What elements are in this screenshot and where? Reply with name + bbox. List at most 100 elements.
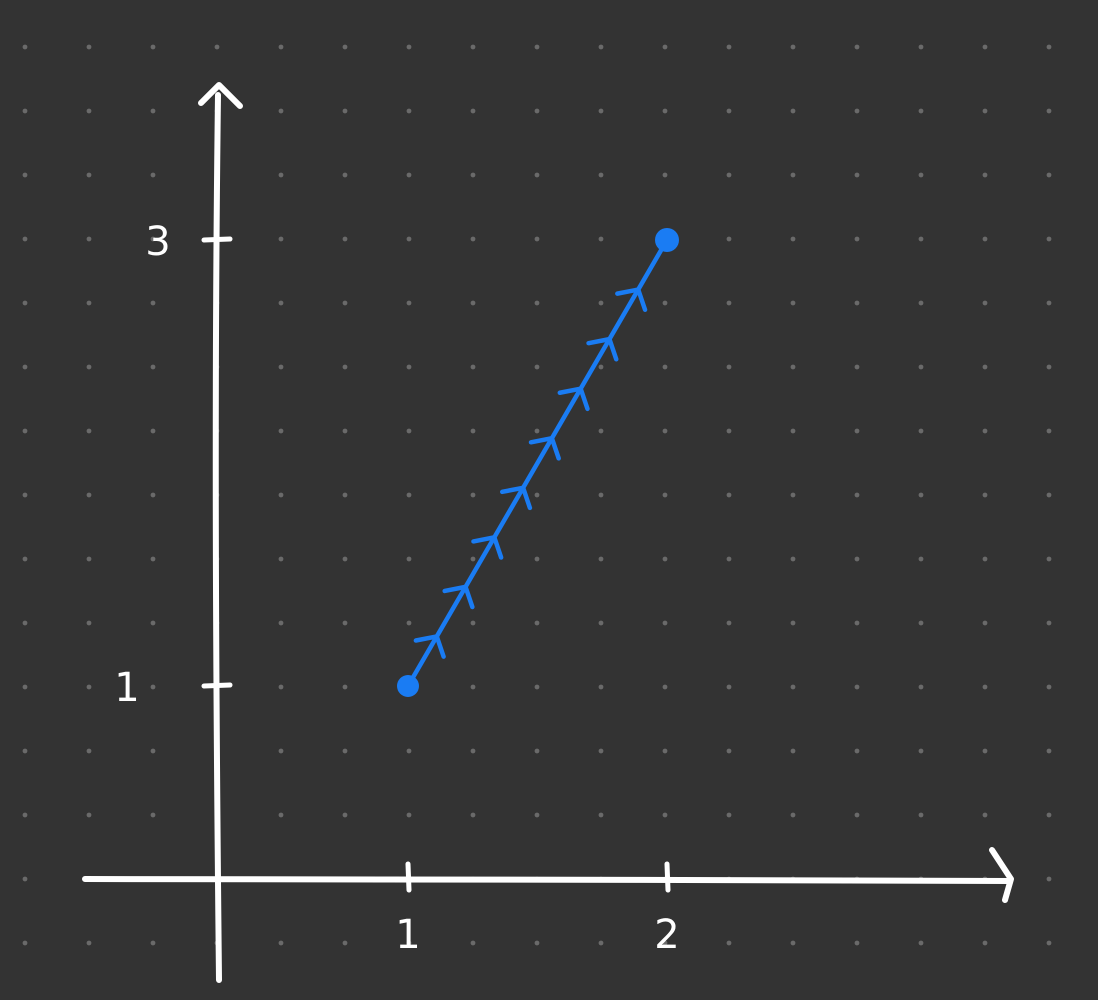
grid-dot: [470, 620, 476, 626]
grid-dot: [982, 620, 988, 626]
grid-dot: [1046, 172, 1052, 178]
grid-dot: [534, 108, 540, 114]
grid-dot: [726, 620, 732, 626]
grid-dot: [86, 300, 92, 306]
grid-dot: [790, 300, 796, 306]
grid-dot: [918, 428, 924, 434]
grid-dot: [726, 684, 732, 690]
grid-dot: [278, 748, 284, 754]
grid-dot: [662, 620, 668, 626]
grid-dot: [342, 44, 348, 50]
grid-dot: [470, 428, 476, 434]
grid-dot: [150, 236, 156, 242]
grid-dot: [726, 44, 732, 50]
grid-dot: [918, 236, 924, 242]
grid-dot: [790, 684, 796, 690]
grid-dot: [278, 44, 284, 50]
grid-dot: [406, 428, 412, 434]
grid-dot: [86, 940, 92, 946]
grid-dot: [790, 364, 796, 370]
grid-dot: [726, 748, 732, 754]
grid-dot: [662, 172, 668, 178]
grid-dot: [662, 44, 668, 50]
grid-dot: [662, 684, 668, 690]
grid-dot: [854, 812, 860, 818]
grid-dot: [1046, 44, 1052, 50]
grid-dot: [854, 620, 860, 626]
grid-dot: [150, 108, 156, 114]
grid-dot: [22, 940, 28, 946]
grid-dot: [982, 300, 988, 306]
grid-dot: [598, 812, 604, 818]
grid-dot: [86, 556, 92, 562]
grid-dot: [662, 556, 668, 562]
grid-dot: [790, 748, 796, 754]
grid-dot: [598, 236, 604, 242]
grid-dot: [534, 428, 540, 434]
grid-dot: [854, 300, 860, 306]
grid-dot: [598, 556, 604, 562]
grid-dot: [342, 556, 348, 562]
direction-arrow: [413, 634, 446, 659]
grid-dot: [534, 44, 540, 50]
grid-dot: [150, 620, 156, 626]
grid-dot: [598, 108, 604, 114]
grid-dot: [534, 748, 540, 754]
grid-dot: [534, 940, 540, 946]
grid-dot: [534, 172, 540, 178]
grid-dot: [22, 748, 28, 754]
grid-dot: [278, 428, 284, 434]
grid-dot: [854, 44, 860, 50]
grid-dot: [918, 940, 924, 946]
grid-dot: [86, 684, 92, 690]
grid-dot: [982, 940, 988, 946]
grid-dot: [278, 172, 284, 178]
grid-dot: [1046, 876, 1052, 882]
grid-dot: [150, 44, 156, 50]
grid-dot: [1046, 748, 1052, 754]
grid-dot: [470, 492, 476, 498]
x-axis-arrowhead: [989, 847, 1014, 903]
grid-dot: [406, 940, 412, 946]
grid-dot: [534, 492, 540, 498]
grid-dot: [726, 556, 732, 562]
grid-dot: [598, 620, 604, 626]
direction-arrow: [499, 485, 533, 511]
grid-dot: [918, 556, 924, 562]
grid-dot: [406, 236, 412, 242]
grid-dot: [918, 684, 924, 690]
x-tick-label: 2: [654, 912, 679, 958]
grid-dot: [22, 492, 28, 498]
grid-dot: [278, 236, 284, 242]
grid-dot: [342, 620, 348, 626]
grid-dot: [790, 940, 796, 946]
grid-dot: [342, 236, 348, 242]
grid-dot: [150, 300, 156, 306]
grid-dot: [150, 748, 156, 754]
grid-dot: [406, 108, 412, 114]
grid-dot: [918, 300, 924, 306]
grid-dot: [790, 236, 796, 242]
grid-dot: [918, 748, 924, 754]
grid-dot: [470, 748, 476, 754]
grid-dot: [982, 44, 988, 50]
grid-dot: [22, 364, 28, 370]
grid-dot: [598, 684, 604, 690]
grid-dot: [982, 556, 988, 562]
grid-dot: [854, 236, 860, 242]
grid-dot: [918, 44, 924, 50]
grid-dot: [470, 684, 476, 690]
y-axis-arrowhead: [198, 82, 243, 109]
direction-arrow: [471, 535, 504, 560]
grid-dot: [1046, 684, 1052, 690]
grid-dot: [1046, 300, 1052, 306]
grid-dot: [22, 620, 28, 626]
grid-dot: [534, 620, 540, 626]
grid-dot: [918, 108, 924, 114]
grid-dot: [534, 236, 540, 242]
grid-dot: [470, 44, 476, 50]
grid-dot: [22, 876, 28, 882]
grid-dot: [470, 556, 476, 562]
grid-dot: [726, 172, 732, 178]
